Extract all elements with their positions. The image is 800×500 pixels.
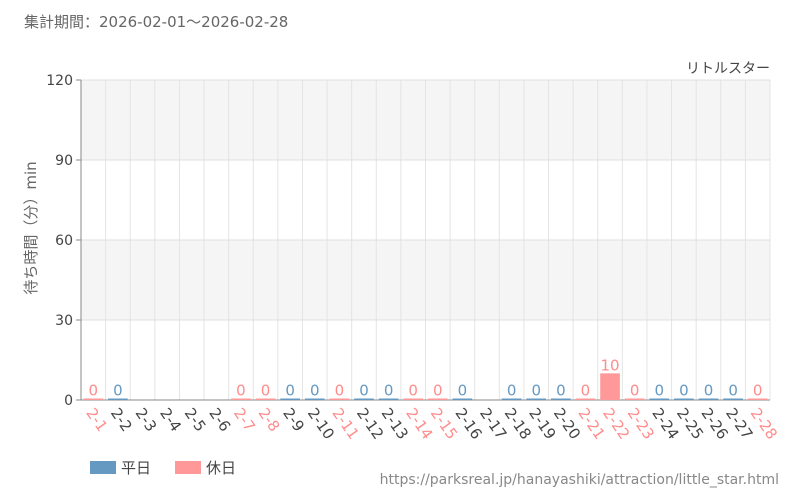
y-axis-title: 待ち時間（分）min bbox=[22, 161, 40, 294]
bar bbox=[501, 398, 522, 400]
x-tick-label: 2-5 bbox=[181, 405, 210, 435]
bar bbox=[108, 398, 128, 400]
bar bbox=[723, 398, 743, 400]
legend-label-holiday: 休日 bbox=[206, 459, 237, 477]
bar bbox=[452, 398, 473, 400]
x-tick-label: 2-22 bbox=[599, 405, 633, 443]
bar bbox=[575, 398, 596, 400]
x-tick-label: 2-3 bbox=[132, 405, 161, 435]
data-label: 0 bbox=[630, 382, 640, 400]
data-label: 0 bbox=[384, 382, 394, 400]
bar bbox=[304, 398, 325, 400]
x-tick-label: 2-12 bbox=[353, 405, 387, 443]
source-url: https://parksreal.jp/hanayashiki/attract… bbox=[379, 472, 779, 488]
x-tick-label: 2-19 bbox=[525, 405, 559, 443]
bar bbox=[698, 398, 719, 400]
x-tick-label: 2-7 bbox=[230, 405, 259, 435]
data-label: 0 bbox=[408, 382, 418, 400]
data-label: 0 bbox=[261, 382, 271, 400]
x-tick-label: 2-21 bbox=[574, 405, 608, 443]
legend-swatch-holiday bbox=[175, 461, 201, 474]
bar-series bbox=[83, 373, 768, 400]
x-tick-label: 2-11 bbox=[328, 405, 362, 443]
bar bbox=[329, 398, 350, 400]
x-tick-label: 2-14 bbox=[402, 405, 436, 443]
y-axis: 0 30 60 90 120 bbox=[46, 73, 770, 409]
legend-item-holiday: 休日 bbox=[175, 457, 236, 478]
x-tick-label: 2-26 bbox=[698, 405, 732, 443]
data-label: 0 bbox=[359, 382, 369, 400]
data-label: 10 bbox=[601, 356, 620, 374]
bar bbox=[550, 398, 571, 400]
bar bbox=[747, 398, 768, 400]
y-tick-label: 0 bbox=[64, 393, 73, 409]
x-tick-label: 2-28 bbox=[747, 405, 781, 443]
bar bbox=[280, 398, 301, 400]
data-label: 0 bbox=[728, 382, 738, 400]
x-tick-label: 2-1 bbox=[82, 405, 111, 435]
legend-item-weekday: 平日 bbox=[90, 457, 151, 478]
data-label: 0 bbox=[236, 382, 246, 400]
bar bbox=[674, 398, 694, 400]
data-label: 0 bbox=[531, 382, 541, 400]
x-tick-label: 2-27 bbox=[722, 405, 756, 443]
data-label: 0 bbox=[581, 382, 591, 400]
bar bbox=[354, 398, 374, 400]
bar bbox=[427, 398, 448, 400]
data-label: 0 bbox=[433, 382, 443, 400]
bar bbox=[600, 373, 620, 400]
bar bbox=[403, 398, 424, 400]
x-axis-tick-labels: 2-12-22-32-42-52-62-72-82-92-102-112-122… bbox=[82, 405, 781, 443]
x-tick-label: 2-8 bbox=[255, 405, 284, 435]
x-tick-label: 2-4 bbox=[156, 405, 185, 435]
bar bbox=[378, 398, 399, 400]
y-tick-label: 60 bbox=[55, 233, 73, 249]
x-tick-label: 2-25 bbox=[673, 405, 707, 443]
x-tick-label: 2-9 bbox=[279, 405, 308, 435]
x-tick-label: 2-17 bbox=[476, 405, 510, 443]
data-label: 0 bbox=[89, 382, 99, 400]
data-label: 0 bbox=[556, 382, 566, 400]
data-label: 0 bbox=[458, 382, 468, 400]
x-tick-label: 2-20 bbox=[550, 405, 584, 443]
bar bbox=[83, 398, 104, 400]
data-label: 0 bbox=[753, 382, 763, 400]
data-label: 0 bbox=[335, 382, 345, 400]
x-tick-label: 2-6 bbox=[205, 405, 234, 435]
legend-swatch-weekday bbox=[90, 461, 116, 474]
x-tick-label: 2-24 bbox=[648, 405, 682, 443]
bar bbox=[649, 398, 670, 400]
data-label: 0 bbox=[113, 382, 123, 400]
chart-title: リトルスター bbox=[686, 61, 770, 77]
data-label: 0 bbox=[507, 382, 517, 400]
x-tick-label: 2-18 bbox=[501, 405, 535, 443]
data-label: 0 bbox=[704, 382, 714, 400]
y-tick-label: 120 bbox=[46, 73, 73, 89]
data-label: 0 bbox=[310, 382, 320, 400]
bar bbox=[231, 398, 251, 400]
data-label: 0 bbox=[654, 382, 664, 400]
x-tick-label: 2-23 bbox=[624, 405, 658, 443]
legend-label-weekday: 平日 bbox=[121, 459, 152, 477]
data-label: 0 bbox=[679, 382, 689, 400]
x-tick-label: 2-10 bbox=[304, 405, 338, 443]
x-tick-label: 2-2 bbox=[107, 405, 136, 435]
bar bbox=[526, 398, 547, 400]
data-label: 0 bbox=[285, 382, 295, 400]
bar bbox=[255, 398, 276, 400]
x-tick-label: 2-15 bbox=[427, 405, 461, 443]
y-tick-label: 90 bbox=[55, 153, 73, 169]
period-text: 集計期間：2026-02-01〜2026-02-28 bbox=[24, 13, 289, 31]
bar bbox=[624, 398, 645, 400]
y-tick-label: 30 bbox=[55, 313, 73, 329]
x-tick-label: 2-13 bbox=[378, 405, 412, 443]
x-tick-label: 2-16 bbox=[451, 405, 485, 443]
